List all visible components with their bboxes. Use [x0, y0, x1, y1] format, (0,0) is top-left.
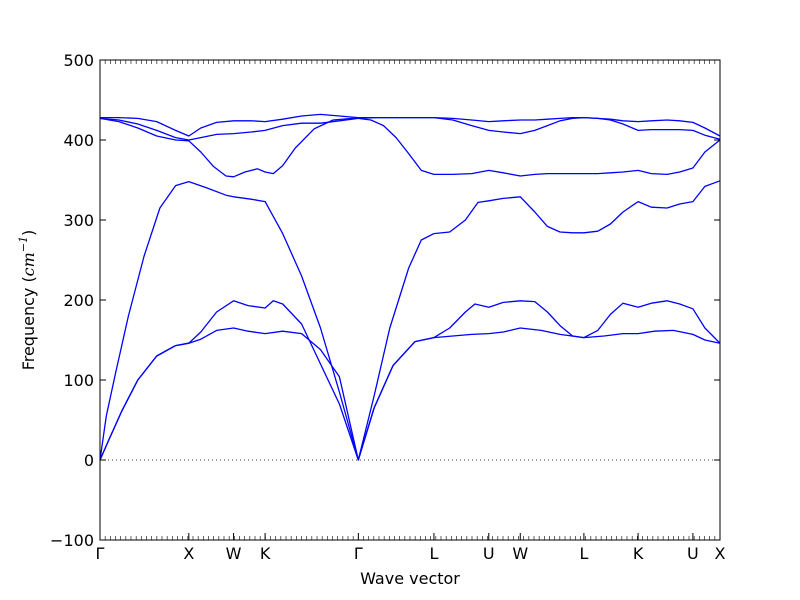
band-line-5: [99, 116, 721, 141]
x-tick-label: Γ: [354, 544, 363, 563]
y-tick-label: 400: [63, 131, 94, 150]
plot-background: [100, 60, 720, 540]
plot-lines-group: [99, 113, 721, 461]
x-tick-label: U: [483, 544, 495, 563]
y-axis-label-exponent: −1: [17, 236, 30, 252]
y-axis-label-suffix: ): [19, 230, 38, 236]
y-axis-label: Frequency (cm−1): [17, 230, 38, 371]
x-axis-label: Wave vector: [360, 569, 460, 588]
band-line-2: [99, 300, 721, 461]
x-tick-label: L: [579, 544, 588, 563]
y-tick-label: 200: [63, 291, 94, 310]
x-tick-label: K: [260, 544, 271, 563]
y-tick-label: 500: [63, 51, 94, 70]
y-axis-label-unit: cm: [19, 252, 38, 276]
x-tick-label: X: [183, 544, 194, 563]
x-tick-label: Γ: [96, 544, 105, 563]
band-line-4: [99, 117, 721, 178]
ticks-group: [99, 59, 721, 541]
band-line-6: [100, 113, 721, 137]
x-tick-label: W: [226, 544, 242, 563]
x-tick-label: U: [687, 544, 699, 563]
band-line-3: [99, 180, 721, 461]
x-tick-label: W: [512, 544, 528, 563]
x-tick-label: L: [429, 544, 438, 563]
y-tick-label: −100: [50, 531, 94, 550]
y-axis-label-prefix: Frequency (: [19, 276, 38, 370]
x-tick-label: X: [715, 544, 726, 563]
x-tick-label: K: [633, 544, 644, 563]
plot-frame: [99, 59, 721, 541]
y-tick-label: 300: [63, 211, 94, 230]
y-tick-label: 100: [63, 371, 94, 390]
y-tick-label: 0: [84, 451, 94, 470]
